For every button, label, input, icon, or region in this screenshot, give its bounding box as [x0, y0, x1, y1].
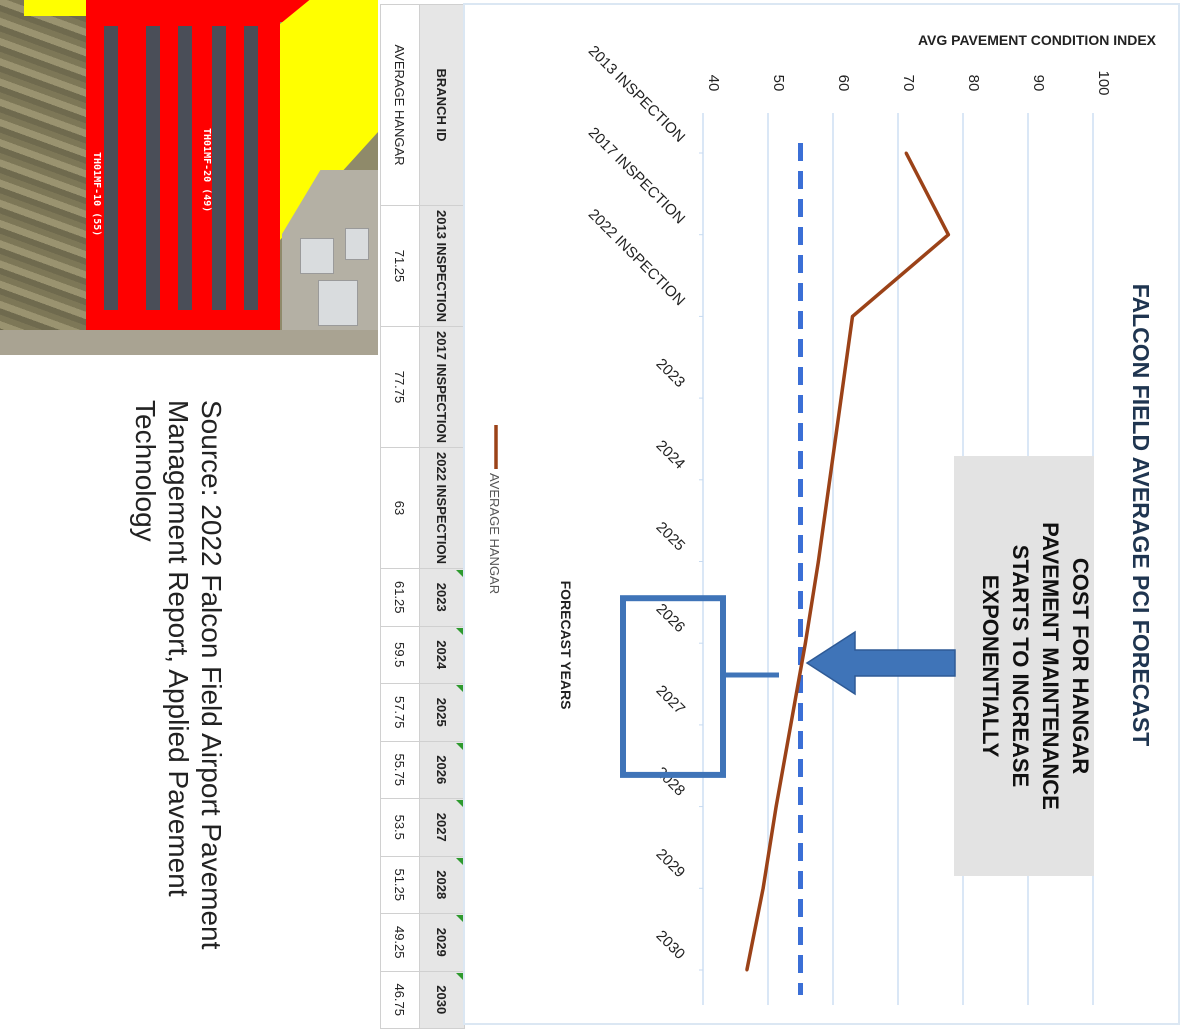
hangar-row [178, 26, 192, 310]
data-point [904, 151, 908, 155]
table-cell: 46.75 [380, 971, 420, 1029]
value-tick-label: 50 [770, 75, 787, 92]
data-point [946, 233, 950, 237]
table-row: AVERAGE HANGAR 71.25 77.75 63 61.25 59.5… [380, 4, 420, 1029]
hangar-label: TH01MF-10 (55) [91, 152, 102, 237]
data-point [828, 478, 832, 482]
pci-table: BRANCH ID 2013 INSPECTION 2017 INSPECTIO… [380, 4, 465, 1029]
table-header-cell: 2024 [419, 626, 465, 684]
green-triangle-icon [456, 570, 463, 577]
table-cell: 49.25 [380, 913, 420, 971]
table-header-label: 2026 [434, 755, 450, 785]
category-tick-label: 2030 [653, 927, 689, 963]
table-cell: 71.25 [380, 205, 420, 327]
table-header-cell: 2027 [419, 798, 465, 856]
hangar-row [146, 26, 160, 310]
table-header-label: 2030 [434, 985, 450, 1015]
table-header-label: 2029 [434, 927, 450, 957]
category-tick-label: 2027 [653, 682, 689, 718]
green-triangle-icon [456, 972, 463, 980]
hangar-row [104, 26, 118, 310]
building-1 [300, 238, 334, 274]
table-header-cell: 2022 INSPECTION [419, 447, 465, 569]
table-header-label: 2025 [434, 697, 450, 727]
table-cell: 59.5 [380, 626, 420, 684]
pci-forecast-chart: 40 50 60 70 80 90 100 AVG PAVEMENT CONDITION IN… [487, 32, 1157, 1005]
table-header-cell: 2026 [419, 741, 465, 799]
category-tick-label: 2024 [653, 437, 689, 473]
green-triangle-icon [456, 627, 463, 635]
table-header-label: 2027 [434, 812, 450, 842]
aerial-photo: TH01MF-20 (49) TH01MF-10 (55) [0, 0, 378, 355]
green-triangle-icon [456, 742, 463, 750]
callout-arrow-icon [805, 630, 956, 696]
table-header-cell: 2017 INSPECTION [419, 326, 465, 448]
table-cell: 63 [380, 447, 420, 569]
value-tick-label: 40 [705, 75, 722, 92]
category-tick-label: 2028 [653, 764, 689, 800]
data-point [839, 396, 843, 400]
table-header-label: 2028 [434, 870, 450, 900]
yellow-zone-top [24, 0, 94, 16]
hangar-row [244, 26, 258, 310]
data-point [745, 968, 749, 972]
category-tick-label: 2029 [653, 846, 689, 882]
hangar-row [212, 26, 226, 310]
table-header-cell: 2030 [419, 971, 465, 1029]
table-cell: AVERAGE HANGAR [380, 4, 420, 206]
legend-label: AVERAGE HANGAR [487, 473, 502, 594]
callout-text-line: PAVEMENT MAINTENANCE [1038, 522, 1063, 810]
building-3 [345, 228, 369, 260]
building-2 [318, 280, 358, 326]
green-triangle-icon [456, 857, 463, 865]
callout-box [954, 456, 1094, 876]
table-cell: 77.75 [380, 326, 420, 448]
table-cell: 51.25 [380, 856, 420, 914]
category-tick-label: 2023 [653, 355, 689, 391]
value-tick-label: 80 [965, 75, 982, 92]
source-note: Source: 2022 Falcon Field Airport Paveme… [130, 400, 227, 950]
table-header-cell: BRANCH ID [419, 4, 465, 206]
callout-text-line: EXPONENTIALLY [978, 575, 1003, 758]
table-cell: 61.25 [380, 568, 420, 626]
value-tick-label: 60 [835, 75, 852, 92]
chart-panel: 40 50 60 70 80 90 100 AVG PAVEMENT CONDITION IN… [463, 3, 1180, 1025]
value-tick-label: 70 [900, 75, 917, 92]
table-header-cell: 2013 INSPECTION [419, 205, 465, 327]
ground-strip [0, 330, 378, 355]
table-header-cell: 2029 [419, 913, 465, 971]
value-tick-label: 100 [1095, 70, 1112, 95]
green-triangle-icon [456, 685, 463, 692]
table-header-label: 2023 [434, 582, 450, 612]
green-triangle-icon [456, 915, 463, 922]
data-point [851, 314, 854, 318]
green-triangle-icon [456, 800, 463, 807]
chart-title: FALCON FIELD AVERAGE PCI FORECAST [1128, 284, 1154, 747]
data-point [774, 805, 778, 809]
category-axis-title: FORECAST YEARS [558, 581, 574, 710]
table-cell: 55.75 [380, 741, 420, 799]
data-point [761, 886, 765, 890]
data-point [789, 723, 793, 727]
value-axis-title: AVG PAVEMENT CONDITION INDEX [918, 32, 1157, 48]
highlight-box [620, 595, 726, 778]
table-cell: 57.75 [380, 683, 420, 741]
soil-texture [0, 0, 86, 355]
pci-table-container: BRANCH ID 2013 INSPECTION 2017 INSPECTIO… [378, 4, 465, 1029]
callout-text-line: STARTS TO INCREASE [1008, 545, 1033, 787]
hangar-label: TH01MF-20 (49) [201, 128, 212, 213]
value-tick-label: 90 [1030, 75, 1047, 92]
category-tick-label: 2026 [653, 600, 689, 636]
table-header-label: 2024 [434, 640, 450, 670]
table-header-cell: 2025 [419, 683, 465, 741]
table-header-cell: 2028 [419, 856, 465, 914]
table-header-row: BRANCH ID 2013 INSPECTION 2017 INSPECTIO… [419, 4, 465, 1029]
callout-text-line: COST FOR HANGAR [1068, 558, 1093, 774]
category-tick-label: 2025 [653, 519, 689, 555]
table-header-cell: 2023 [419, 568, 465, 626]
table-cell: 53.5 [380, 798, 420, 856]
series-line-average-hangar [745, 152, 951, 971]
data-point [816, 560, 820, 563]
data-point [803, 641, 807, 645]
